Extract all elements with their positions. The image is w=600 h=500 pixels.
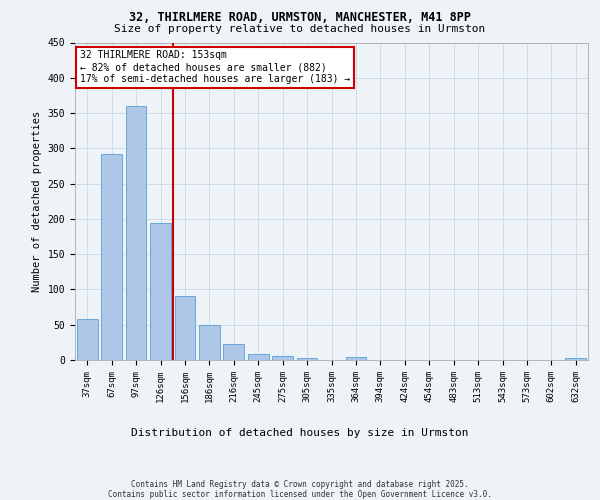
Text: Distribution of detached houses by size in Urmston: Distribution of detached houses by size … bbox=[131, 428, 469, 438]
Bar bbox=[565, 358, 586, 360]
Bar bbox=[199, 324, 220, 360]
Text: Size of property relative to detached houses in Urmston: Size of property relative to detached ho… bbox=[115, 24, 485, 34]
Bar bbox=[223, 344, 244, 360]
Bar bbox=[296, 358, 317, 360]
Bar bbox=[77, 319, 98, 360]
Bar bbox=[175, 296, 196, 360]
Y-axis label: Number of detached properties: Number of detached properties bbox=[32, 110, 42, 292]
Bar bbox=[346, 357, 367, 360]
Bar bbox=[101, 154, 122, 360]
Bar bbox=[125, 106, 146, 360]
Bar bbox=[248, 354, 269, 360]
Text: Contains HM Land Registry data © Crown copyright and database right 2025.
Contai: Contains HM Land Registry data © Crown c… bbox=[108, 480, 492, 499]
Bar bbox=[150, 223, 171, 360]
Bar bbox=[272, 356, 293, 360]
Text: 32 THIRLMERE ROAD: 153sqm
← 82% of detached houses are smaller (882)
17% of semi: 32 THIRLMERE ROAD: 153sqm ← 82% of detac… bbox=[80, 50, 350, 84]
Text: 32, THIRLMERE ROAD, URMSTON, MANCHESTER, M41 8PP: 32, THIRLMERE ROAD, URMSTON, MANCHESTER,… bbox=[129, 11, 471, 24]
